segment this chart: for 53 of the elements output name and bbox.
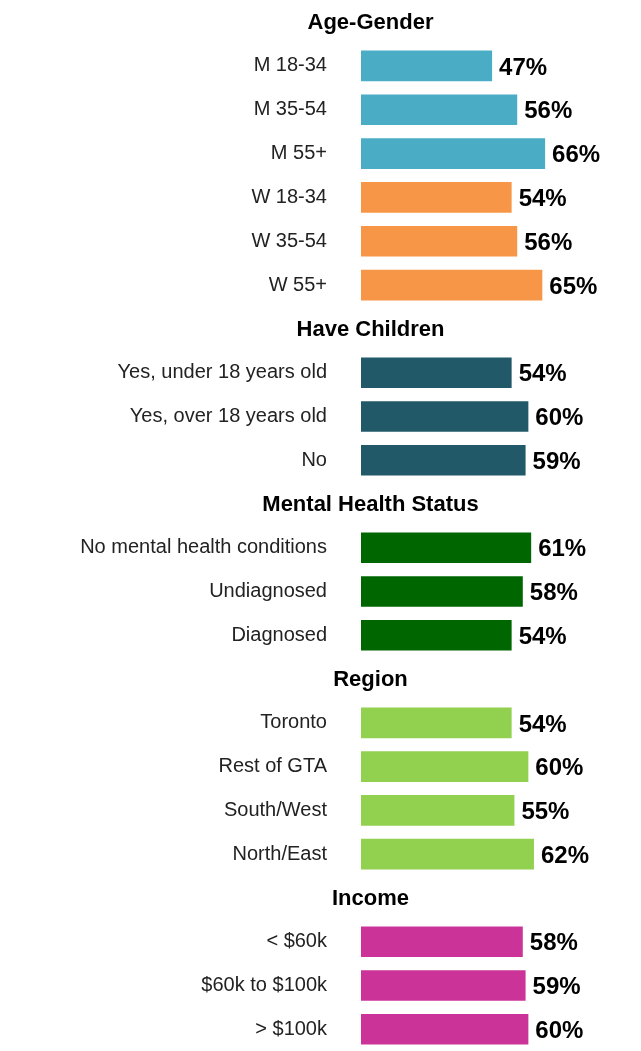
y-tick-label: Undiagnosed xyxy=(209,579,327,602)
y-tick-label: Toronto xyxy=(260,710,327,733)
bar xyxy=(361,50,493,82)
bar xyxy=(361,838,534,870)
data-label: 60% xyxy=(535,753,584,781)
data-label: 58% xyxy=(529,928,578,956)
data-label: 56% xyxy=(524,96,573,124)
data-label: 60% xyxy=(535,403,584,431)
y-tick-label: Yes, over 18 years old xyxy=(129,404,327,427)
y-tick-label: South/West xyxy=(223,797,328,820)
y-tick-label: W 55+ xyxy=(268,272,327,295)
chart-title: Mental Health Status xyxy=(261,490,480,518)
data-label: 54% xyxy=(518,709,567,737)
y-tick-label: M 55+ xyxy=(270,141,327,164)
chart-title: Age-Gender xyxy=(306,8,435,36)
chart-title: Income xyxy=(331,884,410,912)
y-tick-label: Diagnosed xyxy=(231,622,327,645)
y-tick-label: Yes, under 18 years old xyxy=(117,360,327,383)
data-label: 59% xyxy=(532,446,581,474)
data-label: 55% xyxy=(521,797,570,824)
bar xyxy=(361,182,512,213)
bar xyxy=(361,751,529,782)
y-tick-label: North/East xyxy=(232,841,328,864)
bar xyxy=(361,138,546,169)
y-tick-label: > $100k xyxy=(255,1016,328,1039)
bar xyxy=(361,269,543,301)
data-label: 66% xyxy=(552,140,601,168)
data-label: 54% xyxy=(518,359,567,387)
data-label: 65% xyxy=(549,271,598,299)
y-tick-label: M 18-34 xyxy=(253,53,327,76)
data-label: 62% xyxy=(540,840,589,868)
data-label: 59% xyxy=(532,972,581,1000)
y-tick-label: W 18-34 xyxy=(251,184,327,207)
y-tick-label: M 35-54 xyxy=(253,97,327,120)
data-label: 47% xyxy=(499,52,548,80)
data-label: 61% xyxy=(538,534,587,562)
chart-title: Have Children xyxy=(295,315,446,343)
data-label: 54% xyxy=(518,621,567,649)
data-label: 60% xyxy=(535,1015,584,1043)
data-label: 56% xyxy=(524,227,573,255)
chart-title: Region xyxy=(332,665,409,693)
data-label: 58% xyxy=(529,578,578,606)
y-tick-label: Rest of GTA xyxy=(218,754,328,777)
y-tick-label: W 35-54 xyxy=(251,228,327,251)
bar xyxy=(361,225,518,257)
y-tick-label: $60k to $100k xyxy=(201,973,328,996)
bar xyxy=(361,94,518,126)
bar xyxy=(361,795,515,826)
y-tick-label: < $60k xyxy=(266,929,328,952)
bar xyxy=(361,707,512,739)
y-tick-label: No xyxy=(301,447,327,470)
y-tick-label: No mental health conditions xyxy=(80,535,327,558)
data-label: 54% xyxy=(518,184,567,212)
